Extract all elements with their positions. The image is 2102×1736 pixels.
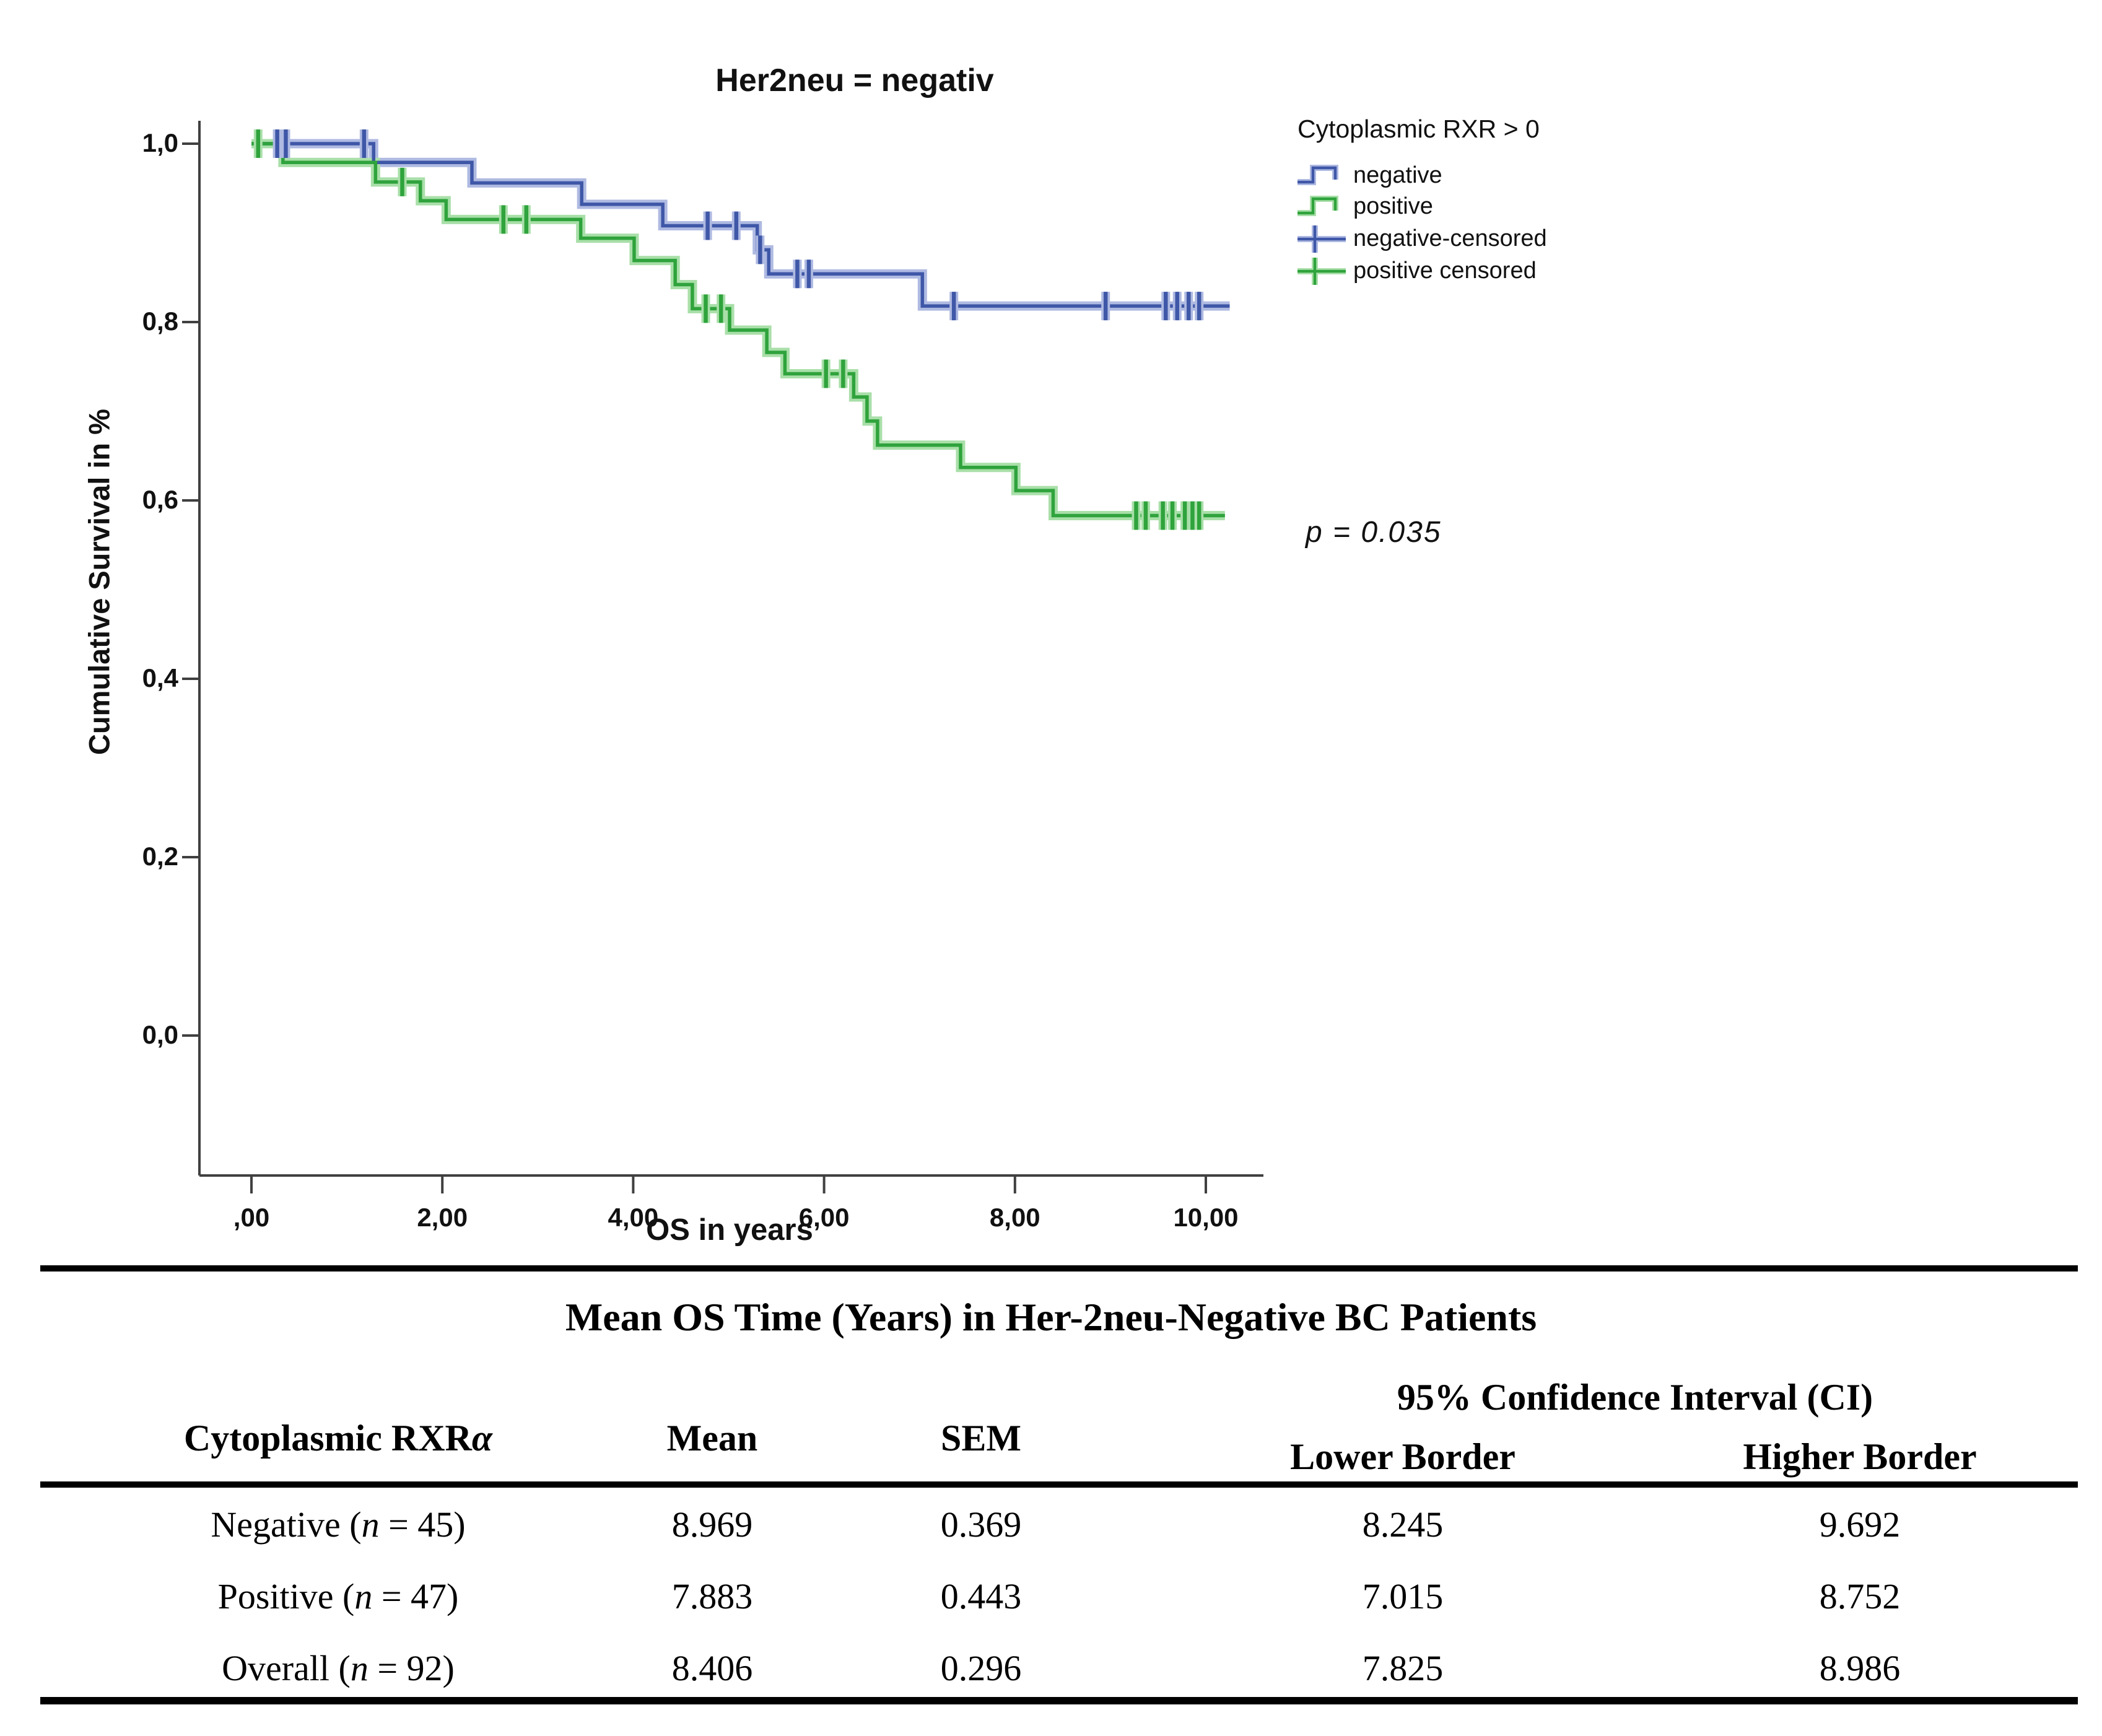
row-sem-value: 0.443	[940, 1576, 1022, 1616]
survival-curve-negative	[251, 142, 1230, 308]
col-header-group-alpha: α	[471, 1418, 493, 1459]
table-header-rule	[40, 1481, 2078, 1488]
x-tick-label: 10,00	[1173, 1203, 1239, 1232]
y-tick-label: 0,2	[142, 842, 178, 871]
col-header-ci-higher: Higher Border	[1743, 1436, 1977, 1477]
y-tick-label: 0,4	[142, 663, 178, 692]
legend-entry-label: negative	[1353, 162, 1442, 188]
p-value-annotation: p = 0.035	[1306, 516, 1442, 549]
survival-curve-positive	[251, 142, 1225, 518]
legend-entry-label: positive censored	[1353, 257, 1537, 284]
row-group-label: Negative (n = 45)	[211, 1504, 466, 1545]
y-tick-label: 0,0	[142, 1020, 178, 1049]
row-ci-higher-value: 8.986	[1819, 1648, 1901, 1688]
row-ci-higher-value: 9.692	[1819, 1504, 1901, 1545]
x-tick-label: 2,00	[417, 1203, 468, 1232]
legend-censored-cross-icon	[1297, 225, 1346, 253]
col-header-mean: Mean	[666, 1418, 758, 1459]
row-ci-higher-value: 8.752	[1819, 1576, 1901, 1616]
row-ci-lower-value: 7.015	[1362, 1576, 1444, 1616]
x-tick-label: 6,00	[798, 1203, 850, 1232]
table-bottom-rule	[40, 1697, 2078, 1704]
row-mean-value: 8.969	[671, 1504, 753, 1545]
y-tick-label: 0,8	[142, 307, 178, 336]
col-header-ci-lower: Lower Border	[1290, 1436, 1515, 1477]
x-tick-label: 8,00	[989, 1203, 1040, 1232]
row-sem-value: 0.369	[940, 1504, 1022, 1545]
row-group-label: Positive (n = 47)	[217, 1576, 459, 1616]
legend-entry-negative: negative	[1296, 160, 1442, 191]
legend-entry-label: positive	[1353, 193, 1433, 219]
row-sem-value: 0.296	[940, 1648, 1022, 1688]
x-tick-label: 4,00	[608, 1203, 659, 1232]
x-tick-label: ,00	[233, 1203, 270, 1232]
col-header-group-text: Cytoplasmic RXR	[183, 1418, 472, 1459]
x-axis-label: OS in years	[646, 1213, 813, 1247]
legend-step-icon	[1297, 165, 1338, 185]
km-survival-plot	[182, 121, 1263, 1193]
col-header-ci: 95% Confidence Interval (CI)	[1397, 1377, 1873, 1418]
col-header-group: Cytoplasmic RXRα	[90, 1417, 586, 1460]
row-mean-value: 7.883	[671, 1576, 753, 1616]
row-ci-lower-value: 7.825	[1362, 1648, 1444, 1688]
y-tick-label: 0,6	[142, 485, 178, 514]
legend-entry-positive: positive	[1296, 191, 1433, 222]
col-header-sem: SEM	[940, 1418, 1022, 1459]
row-group-label: Overall (n = 92)	[222, 1648, 455, 1688]
row-mean-value: 8.406	[671, 1648, 753, 1688]
legend-step-icon	[1297, 196, 1338, 216]
row-ci-lower-value: 8.245	[1362, 1504, 1444, 1545]
legend-entry-positive-censored: positive censored	[1296, 255, 1537, 286]
legend-censored-cross-icon	[1297, 258, 1346, 285]
table-title: Mean OS Time (Years) in Her-2neu-Negativ…	[565, 1295, 1537, 1339]
chart-title: Her2neu = negativ	[715, 63, 994, 98]
legend-entry-label: negative-censored	[1353, 225, 1547, 251]
y-tick-label: 1,0	[142, 128, 178, 157]
table-top-rule	[40, 1265, 2078, 1271]
legend-entry-negative-censored: negative-censored	[1296, 223, 1547, 254]
legend-title: Cytoplasmic RXR > 0	[1297, 115, 1540, 143]
